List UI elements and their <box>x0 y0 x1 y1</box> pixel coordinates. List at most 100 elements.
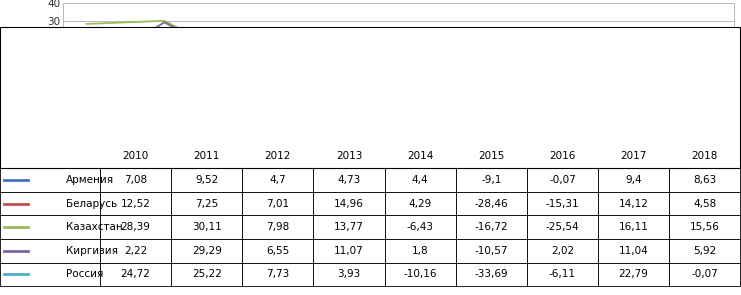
Text: 2,02: 2,02 <box>551 246 574 256</box>
Text: 14,96: 14,96 <box>334 199 364 209</box>
Text: -0,07: -0,07 <box>691 269 718 279</box>
Text: -6,43: -6,43 <box>407 222 433 232</box>
Text: -15,31: -15,31 <box>545 199 579 209</box>
Text: Армения: Армения <box>65 175 113 185</box>
Bar <box>0 168 100 192</box>
Text: -0,07: -0,07 <box>549 175 576 185</box>
Bar <box>0 145 100 168</box>
Bar <box>527 192 598 215</box>
Bar <box>313 145 385 168</box>
Text: 5,92: 5,92 <box>693 246 717 256</box>
Bar <box>385 145 456 168</box>
Text: 2,22: 2,22 <box>124 246 147 256</box>
Text: -16,72: -16,72 <box>474 222 508 232</box>
Bar <box>171 192 242 215</box>
Bar <box>0 239 100 263</box>
Text: Киргизия: Киргизия <box>65 246 118 256</box>
Bar <box>598 192 669 215</box>
Bar <box>456 263 527 286</box>
Text: -25,54: -25,54 <box>545 222 579 232</box>
Text: 2017: 2017 <box>620 151 647 161</box>
Text: 30,11: 30,11 <box>192 222 222 232</box>
Text: 28,39: 28,39 <box>121 222 150 232</box>
Bar <box>313 239 385 263</box>
Bar <box>598 168 669 192</box>
Y-axis label: %: % <box>27 62 39 75</box>
Bar <box>598 145 669 168</box>
Bar <box>669 215 740 239</box>
Text: 13,77: 13,77 <box>334 222 364 232</box>
Bar <box>100 215 171 239</box>
Text: 4,29: 4,29 <box>408 199 432 209</box>
Bar <box>456 168 527 192</box>
Bar <box>171 168 242 192</box>
Bar <box>669 168 740 192</box>
Text: 4,7: 4,7 <box>270 175 286 185</box>
Bar <box>598 239 669 263</box>
Bar <box>385 168 456 192</box>
Text: 4,73: 4,73 <box>337 175 361 185</box>
Bar <box>385 192 456 215</box>
Text: -28,46: -28,46 <box>474 199 508 209</box>
Text: 2013: 2013 <box>336 151 362 161</box>
Text: 7,73: 7,73 <box>266 269 290 279</box>
Text: -6,11: -6,11 <box>549 269 576 279</box>
Bar <box>598 263 669 286</box>
Text: -10,57: -10,57 <box>474 246 508 256</box>
Text: 22,79: 22,79 <box>619 269 648 279</box>
Text: -9,1: -9,1 <box>481 175 502 185</box>
Text: 2014: 2014 <box>407 151 433 161</box>
Bar <box>171 215 242 239</box>
Bar <box>242 192 313 215</box>
Bar <box>242 239 313 263</box>
Bar <box>385 239 456 263</box>
Bar <box>669 239 740 263</box>
Text: 7,01: 7,01 <box>266 199 290 209</box>
Bar <box>527 215 598 239</box>
Text: 2016: 2016 <box>549 151 576 161</box>
Text: 2012: 2012 <box>265 151 291 161</box>
Bar <box>242 263 313 286</box>
Bar <box>100 145 171 168</box>
Bar <box>100 192 171 215</box>
Text: 7,25: 7,25 <box>195 199 219 209</box>
Bar <box>527 263 598 286</box>
Bar <box>385 263 456 286</box>
Text: 8,63: 8,63 <box>693 175 717 185</box>
Text: 12,52: 12,52 <box>121 199 150 209</box>
Bar <box>242 168 313 192</box>
Text: 25,22: 25,22 <box>192 269 222 279</box>
Bar <box>313 168 385 192</box>
Text: 1,8: 1,8 <box>412 246 428 256</box>
Bar <box>0 263 100 286</box>
Text: 9,4: 9,4 <box>625 175 642 185</box>
Bar <box>0 192 100 215</box>
Bar <box>456 192 527 215</box>
Text: Казахстан: Казахстан <box>65 222 122 232</box>
Bar <box>313 215 385 239</box>
Bar <box>0 215 100 239</box>
Bar <box>171 239 242 263</box>
Bar <box>313 263 385 286</box>
Bar <box>669 263 740 286</box>
Text: 2011: 2011 <box>193 151 220 161</box>
Text: 11,07: 11,07 <box>334 246 364 256</box>
Text: 6,55: 6,55 <box>266 246 290 256</box>
Text: 14,12: 14,12 <box>619 199 648 209</box>
Text: -10,16: -10,16 <box>403 269 437 279</box>
Text: 4,58: 4,58 <box>693 199 717 209</box>
Bar <box>669 145 740 168</box>
Bar <box>669 192 740 215</box>
Text: 7,98: 7,98 <box>266 222 290 232</box>
Bar <box>171 263 242 286</box>
Bar <box>456 215 527 239</box>
Bar <box>100 168 171 192</box>
Text: 2015: 2015 <box>478 151 505 161</box>
Text: 7,08: 7,08 <box>124 175 147 185</box>
Bar <box>0 27 740 168</box>
Text: 11,04: 11,04 <box>619 246 648 256</box>
Bar <box>242 215 313 239</box>
Text: 16,11: 16,11 <box>619 222 648 232</box>
Text: 4,4: 4,4 <box>412 175 428 185</box>
Text: 24,72: 24,72 <box>121 269 150 279</box>
